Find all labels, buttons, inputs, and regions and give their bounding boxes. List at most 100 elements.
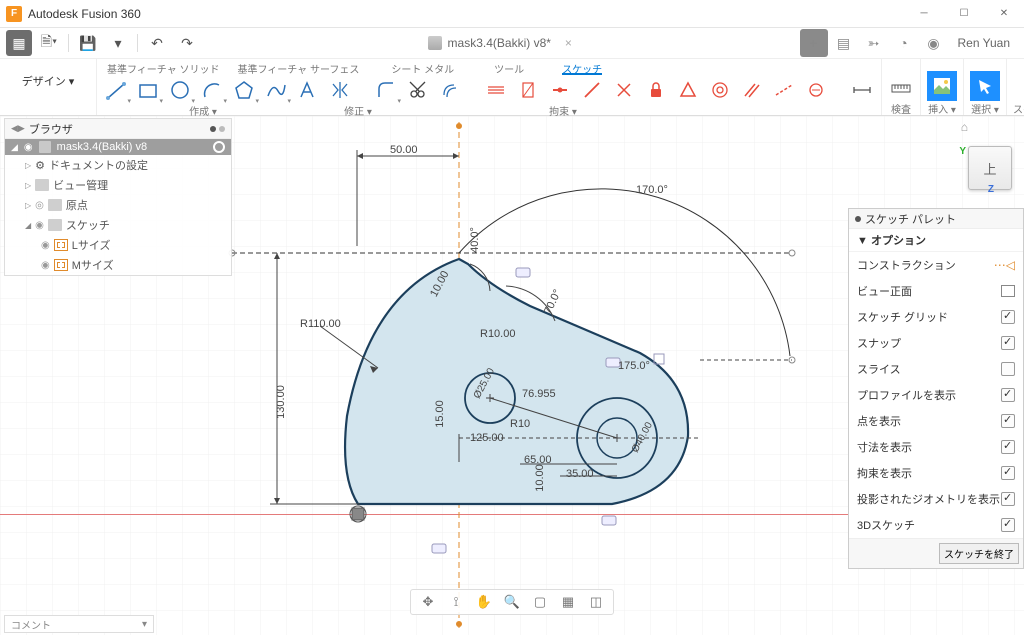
construction-icon[interactable]: ⋯◁ — [994, 258, 1015, 272]
tab-close-icon[interactable]: × — [565, 36, 572, 50]
ribbon-group-insert[interactable]: 挿入 ▾ — [927, 101, 957, 115]
app-title: Autodesk Fusion 360 — [28, 7, 141, 21]
checkbox-icon[interactable] — [1001, 362, 1015, 376]
comment-bar[interactable]: コメント▾ — [4, 615, 154, 633]
parallel-constraint-icon[interactable] — [739, 77, 765, 103]
circle-tool-icon[interactable]: ▾ — [167, 77, 193, 103]
palette-option-3[interactable]: スナップ — [849, 330, 1023, 356]
browser-sketch-l[interactable]: ◉Lサイズ — [5, 235, 231, 255]
user-name[interactable]: Ren Yuan — [950, 36, 1019, 50]
orbit-icon[interactable]: ✥ — [419, 593, 437, 611]
browser-sketch-m[interactable]: ◉Mサイズ — [5, 255, 231, 275]
line-tool-icon[interactable]: ▾ — [103, 77, 129, 103]
ribbon-tab-surface[interactable]: 基準フィーチャ サーフェス — [237, 61, 359, 75]
checkbox-icon[interactable] — [1001, 336, 1015, 350]
dimension-tool-icon[interactable] — [849, 77, 875, 103]
ribbon-group-inspect[interactable]: 検査 ▾ — [888, 101, 914, 115]
lookat-icon[interactable] — [1001, 285, 1015, 297]
new-design-button[interactable]: + — [800, 29, 828, 57]
ribbon-group-modify[interactable]: 修正 ▾ — [303, 103, 413, 117]
palette-option-0[interactable]: コンストラクション⋯◁ — [849, 252, 1023, 278]
checkbox-icon[interactable] — [1001, 440, 1015, 454]
arc-tool-icon[interactable]: ▾ — [199, 77, 225, 103]
fillet-tool-icon[interactable]: ▾ — [373, 77, 399, 103]
vertical-constraint-icon[interactable] — [515, 77, 541, 103]
polygon-tool-icon[interactable]: ▾ — [231, 77, 257, 103]
checkbox-icon[interactable] — [1001, 466, 1015, 480]
palette-option-8[interactable]: 拘束を表示 — [849, 460, 1023, 486]
measure-tool-icon[interactable] — [888, 75, 914, 101]
checkbox-icon[interactable] — [1001, 518, 1015, 532]
tangent-constraint-icon[interactable] — [579, 77, 605, 103]
redo-icon[interactable]: ↷ — [174, 30, 200, 56]
checkbox-icon[interactable] — [1001, 310, 1015, 324]
lookat-icon[interactable]: ⟟ — [447, 593, 465, 611]
ribbon-group-finish[interactable]: スケッチを終了 ▾ — [1013, 101, 1024, 115]
ribbon-tab-sketch[interactable]: スケッチ — [562, 61, 602, 75]
equal-constraint-icon[interactable] — [675, 77, 701, 103]
display-icon[interactable]: ▦ — [559, 593, 577, 611]
file-menu-icon[interactable]: 🗎▾ — [36, 30, 62, 56]
notifications-icon[interactable]: ➳ — [860, 29, 888, 57]
palette-option-4[interactable]: スライス — [849, 356, 1023, 382]
window-close-button[interactable]: ✕ — [984, 0, 1024, 28]
palette-option-2[interactable]: スケッチ グリッド — [849, 304, 1023, 330]
zoom-icon[interactable]: 🔍 — [503, 593, 521, 611]
checkbox-icon[interactable] — [1001, 492, 1015, 506]
viewcube-home-icon[interactable]: ⌂ — [961, 120, 968, 134]
insert-image-icon[interactable] — [927, 71, 957, 101]
select-tool-icon[interactable] — [970, 71, 1000, 101]
data-panel-icon[interactable]: ▤ — [830, 29, 858, 57]
palette-option-6[interactable]: 点を表示 — [849, 408, 1023, 434]
trim-tool-icon[interactable] — [405, 77, 431, 103]
save-icon[interactable]: 💾 — [75, 30, 101, 56]
job-status-icon[interactable]: ◔ — [890, 29, 918, 57]
palette-option-1[interactable]: ビュー正面 — [849, 278, 1023, 304]
browser-root[interactable]: ◢ ◉ mask3.4(Bakki) v8 — [5, 139, 231, 155]
document-tab[interactable]: mask3.4(Bakki) v8* — [448, 36, 551, 50]
ribbon-tab-solid[interactable]: 基準フィーチャ ソリッド — [107, 61, 219, 75]
ribbon-tab-sheetmetal[interactable]: シート メタル — [391, 61, 454, 75]
concentric-constraint-icon[interactable] — [707, 77, 733, 103]
browser-item-views[interactable]: ▷ビュー管理 — [5, 175, 231, 195]
collinear-constraint-icon[interactable] — [771, 77, 797, 103]
ribbon-group-select[interactable]: 選択 ▾ — [970, 101, 1000, 115]
browser-item-sketches[interactable]: ◢◉スケッチ — [5, 215, 231, 235]
fix-constraint-icon[interactable] — [643, 77, 669, 103]
palette-option-7[interactable]: 寸法を表示 — [849, 434, 1023, 460]
palette-option-label: 点を表示 — [857, 413, 901, 429]
mirror-tool-icon[interactable] — [327, 77, 353, 103]
window-minimize-button[interactable]: ─ — [904, 0, 944, 28]
effects-icon[interactable]: ◫ — [587, 593, 605, 611]
ribbon-tab-tools[interactable]: ツール — [494, 61, 524, 75]
ribbon-group-constrain[interactable]: 拘束 ▾ — [413, 103, 713, 117]
horizontal-constraint-icon[interactable] — [483, 77, 509, 103]
spline-tool-icon[interactable]: ▾ — [263, 77, 289, 103]
fit-icon[interactable]: ▢ — [531, 593, 549, 611]
symmetry-constraint-icon[interactable] — [803, 77, 829, 103]
window-maximize-button[interactable]: ☐ — [944, 0, 984, 28]
palette-option-10[interactable]: 3Dスケッチ — [849, 512, 1023, 538]
offset-tool-icon[interactable] — [437, 77, 463, 103]
palette-option-9[interactable]: 投影されたジオメトリを表示 — [849, 486, 1023, 512]
text-tool-icon[interactable] — [295, 77, 321, 103]
workspace-switcher[interactable]: デザイン ▾ — [6, 73, 90, 89]
palette-option-5[interactable]: プロファイルを表示 — [849, 382, 1023, 408]
profile-icon[interactable]: ◉ — [920, 29, 948, 57]
checkbox-icon[interactable] — [1001, 388, 1015, 402]
palette-finish-button[interactable]: スケッチを終了 — [939, 543, 1019, 564]
sketch-palette: スケッチ パレット ▼ オプション コンストラクション⋯◁ビュー正面スケッチ グ… — [848, 208, 1024, 569]
ribbon-group-create[interactable]: 作成 ▾ — [103, 103, 303, 117]
apps-grid-icon[interactable]: ▦ — [6, 30, 32, 56]
perpendicular-constraint-icon[interactable] — [611, 77, 637, 103]
save-dropdown-icon[interactable]: ▾ — [105, 30, 131, 56]
pan-icon[interactable]: ✋ — [475, 593, 493, 611]
finish-sketch-button[interactable]: ✔ — [1013, 75, 1024, 101]
browser-item-origin[interactable]: ▷◎原点 — [5, 195, 231, 215]
viewcube-axis-y: Y — [959, 146, 966, 157]
browser-item-docsettings[interactable]: ▷⚙ドキュメントの設定 — [5, 155, 231, 175]
checkbox-icon[interactable] — [1001, 414, 1015, 428]
rectangle-tool-icon[interactable]: ▾ — [135, 77, 161, 103]
coincident-constraint-icon[interactable] — [547, 77, 573, 103]
undo-icon[interactable]: ↶ — [144, 30, 170, 56]
